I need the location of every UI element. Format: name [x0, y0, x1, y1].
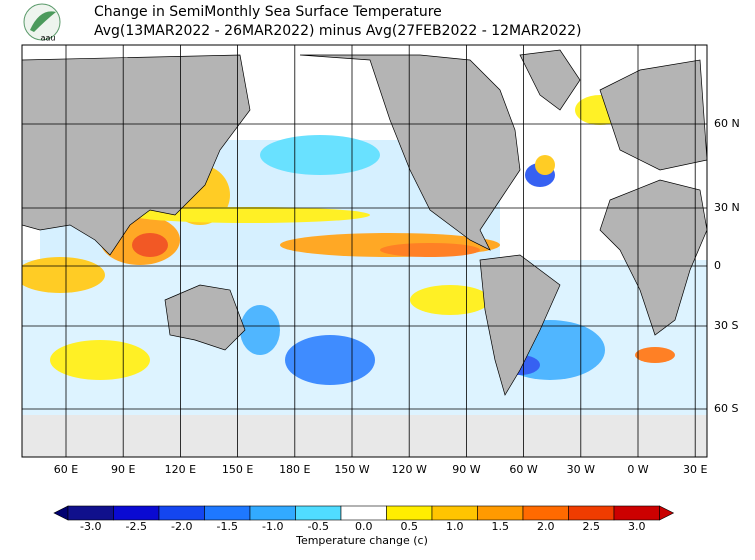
longitude-label: 60 W: [509, 463, 537, 476]
colorbar-tick-label: -1.0: [262, 520, 283, 533]
colorbar-swatch: [386, 505, 433, 521]
longitude-label: 0 W: [627, 463, 648, 476]
latitude-label: 60 N: [714, 117, 740, 130]
colorbar-tick-label: 0.5: [401, 520, 419, 533]
longitude-label: 120 W: [392, 463, 427, 476]
colorbar-swatch: [340, 505, 387, 521]
colorbar-tick-label: 3.0: [628, 520, 646, 533]
colorbar-tick-label: -2.0: [171, 520, 192, 533]
subtitle: Avg(13MAR2022 - 26MAR2022) minus Avg(27F…: [94, 23, 582, 39]
colorbar-swatch: [67, 505, 114, 521]
latitude-label: 0: [714, 259, 721, 272]
colorbar-swatch: [249, 505, 296, 521]
colorbar-under: [53, 505, 69, 521]
colorbar-swatch: [522, 505, 569, 521]
colorbar-swatch: [477, 505, 524, 521]
colorbar-swatch: [568, 505, 615, 521]
land: [22, 49, 707, 396]
latitude-label: 30 N: [714, 201, 740, 214]
longitude-label: 90 E: [111, 463, 135, 476]
colorbar-swatch: [295, 505, 342, 521]
colorbar-tick-label: -0.5: [308, 520, 329, 533]
longitude-label: 30 W: [567, 463, 595, 476]
colorbar-tick-label: 1.5: [492, 520, 510, 533]
colorbar-swatch: [113, 505, 160, 521]
colorbar-tick-label: 2.5: [583, 520, 601, 533]
longitude-label: 120 E: [165, 463, 196, 476]
latitude-label: 60 S: [714, 402, 738, 415]
longitude-label: 30 E: [683, 463, 707, 476]
colorbar-tick-label: 0.0: [355, 520, 373, 533]
colorbar-swatch: [613, 505, 660, 521]
colorbar-swatch: [158, 505, 205, 521]
graticule: 60 E 90 E 120 E 150 E 180 E 150 W 120 W 90 W 60 …: [22, 45, 740, 476]
longitude-label: 150 E: [222, 463, 253, 476]
colorbar-swatch: [204, 505, 251, 521]
colorbar-swatch: [431, 505, 478, 521]
colorbar: -3.0 -2.5 -2.0 -1.5 -1.0 -0.5 0.0 0.5 1.0 1.5 2.0 2…: [53, 505, 675, 533]
longitude-label: 60 E: [54, 463, 78, 476]
longitude-label: 90 W: [452, 463, 480, 476]
logo: aau: [23, 3, 61, 43]
colorbar-tick-label: -2.5: [126, 520, 147, 533]
colorbar-over: [659, 505, 675, 521]
longitude-label: 180 E: [279, 463, 310, 476]
title: Change in SemiMonthly Sea Surface Temper…: [94, 4, 442, 20]
colorbar-label: Temperature change (c): [295, 534, 428, 547]
map: 60 E 90 E 120 E 150 E 180 E 150 W 120 W 90 W 60 …: [21, 44, 740, 476]
colorbar-tick-label: 2.0: [537, 520, 555, 533]
colorbar-tick-label: -3.0: [80, 520, 101, 533]
colorbar-tick-label: -1.5: [217, 520, 238, 533]
colorbar-tick-label: 1.0: [446, 520, 464, 533]
latitude-label: 30 S: [714, 319, 738, 332]
longitude-label: 150 W: [334, 463, 369, 476]
logo-text: aau: [41, 34, 56, 43]
